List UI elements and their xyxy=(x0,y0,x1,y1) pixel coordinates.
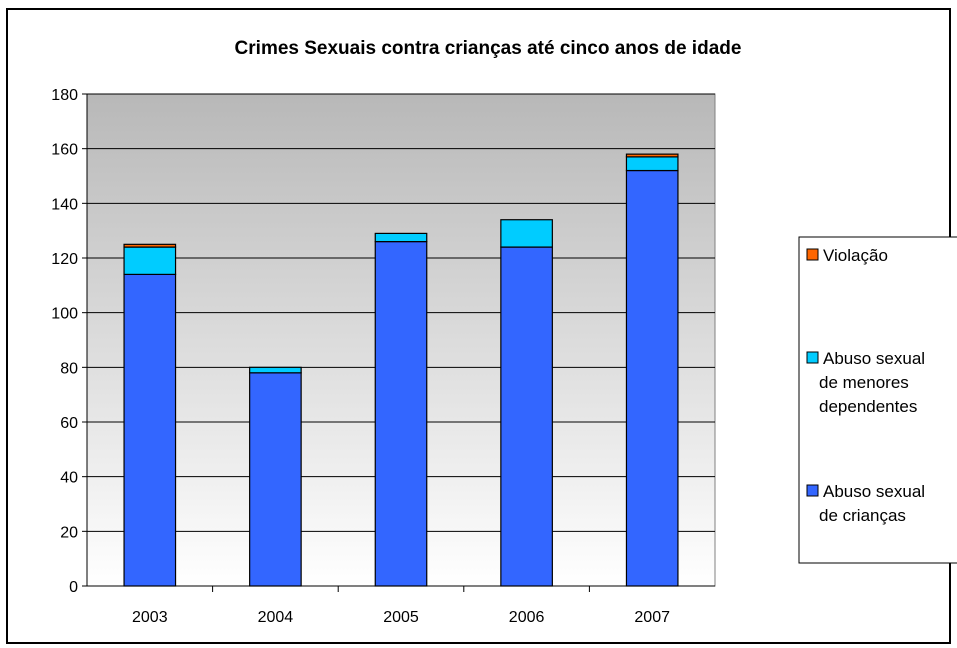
legend-label: Violação xyxy=(823,246,888,265)
axes: 0 20 40 60 80 100 120 140 160 180 2003 2004 2005 2006… xyxy=(51,87,715,626)
legend: Violação Abuso sexual de menores dependente… xyxy=(798,236,957,564)
y-tick-label: 40 xyxy=(60,470,78,487)
bar-segment xyxy=(249,372,302,587)
legend-label: Abuso sexual de menores dependentes xyxy=(819,349,925,416)
legend-swatch xyxy=(806,484,819,497)
legend-swatch xyxy=(806,248,819,261)
x-tick-label: 2005 xyxy=(383,609,419,626)
bar-segment xyxy=(374,232,428,243)
y-tick-label: 60 xyxy=(60,415,78,432)
legend-swatch xyxy=(806,351,819,364)
chart-title: Crimes Sexuais contra crianças até cinco… xyxy=(235,38,742,59)
x-tick-label: 2004 xyxy=(258,609,294,626)
y-tick-label: 20 xyxy=(60,524,78,541)
y-tick-label: 160 xyxy=(51,142,78,159)
legend-label: Abuso sexual de crianças xyxy=(819,482,925,525)
bar-segment xyxy=(374,241,428,587)
bar-segment xyxy=(123,243,177,248)
bar-segment xyxy=(249,366,302,374)
bars xyxy=(123,153,679,587)
y-tick-label: 180 xyxy=(51,87,78,104)
bar-segment xyxy=(500,219,553,248)
bar-segment xyxy=(500,246,553,587)
y-tick-label: 120 xyxy=(51,251,78,268)
x-tick-label: 2006 xyxy=(509,609,545,626)
bar-segment xyxy=(625,156,679,172)
x-tick-label: 2007 xyxy=(634,609,670,626)
x-tick-label: 2003 xyxy=(132,609,168,626)
y-tick-label: 140 xyxy=(51,196,78,213)
legend-box xyxy=(798,236,957,564)
bar-segment xyxy=(625,153,679,158)
bar-segment xyxy=(625,169,679,587)
bar-segment xyxy=(123,246,177,275)
y-tick-label: 0 xyxy=(69,579,78,596)
y-tick-label: 100 xyxy=(51,306,78,323)
bar-segment xyxy=(123,273,177,587)
y-tick-label: 80 xyxy=(60,360,78,377)
